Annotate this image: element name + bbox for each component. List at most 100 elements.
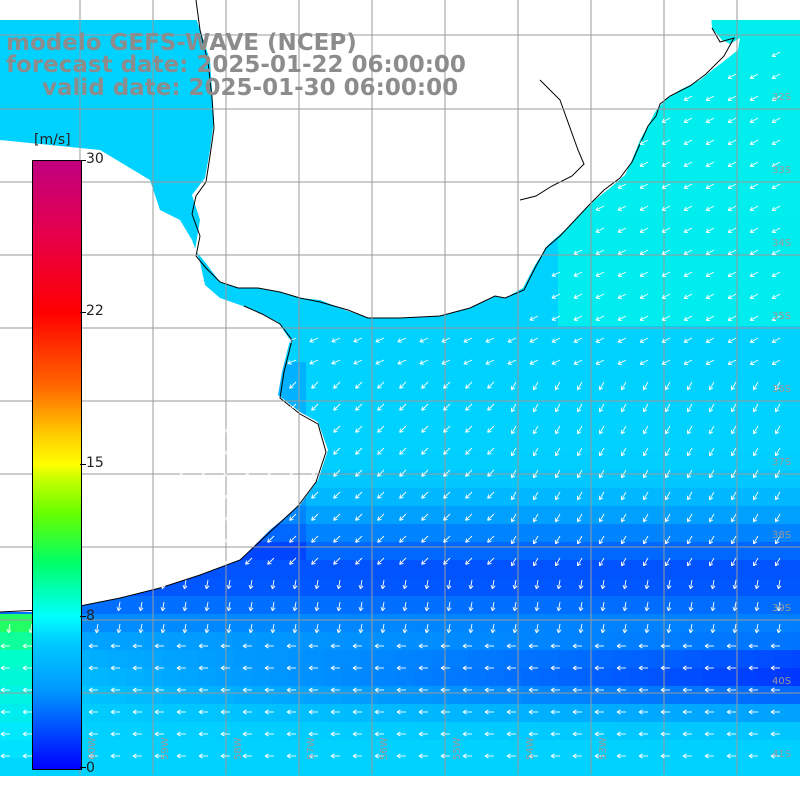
speed-cell <box>612 416 630 434</box>
wind-arrow <box>749 249 759 255</box>
speed-cell <box>432 380 450 398</box>
wind-arrow <box>683 161 693 167</box>
speed-cell <box>576 254 594 272</box>
wind-arrow <box>308 709 318 715</box>
wind-arrow <box>688 579 694 590</box>
speed-cell <box>612 326 630 344</box>
speed-cell <box>756 272 774 290</box>
speed-cell <box>126 614 144 632</box>
speed-cell <box>126 56 144 74</box>
speed-cell <box>198 596 216 614</box>
wind-arrow <box>528 731 538 737</box>
wind-arrow <box>487 491 495 499</box>
speed-cell <box>756 650 774 668</box>
speed-cell <box>612 632 630 650</box>
wind-arrow <box>770 753 780 759</box>
speed-cell <box>450 758 468 776</box>
speed-cell <box>216 704 234 722</box>
speed-cell <box>360 398 378 416</box>
speed-cell <box>432 344 450 362</box>
wind-arrow <box>638 731 648 737</box>
wind-arrow <box>598 447 605 457</box>
speed-cell <box>612 470 630 488</box>
speed-cell <box>522 686 540 704</box>
speed-cell <box>504 668 522 686</box>
speed-cell <box>288 722 306 740</box>
wind-arrow <box>705 271 715 277</box>
wind-arrow <box>421 535 429 543</box>
colorbar <box>32 160 82 770</box>
speed-cell <box>306 488 324 506</box>
wind-arrow <box>682 753 692 759</box>
wind-arrow <box>686 403 693 413</box>
speed-cell <box>612 398 630 416</box>
speed-cell <box>162 92 180 110</box>
speed-cell <box>774 218 792 236</box>
wind-arrow <box>377 491 385 499</box>
speed-cell <box>792 686 800 704</box>
speed-cell <box>648 308 666 326</box>
speed-cell <box>648 470 666 488</box>
speed-cell <box>666 380 684 398</box>
speed-cell <box>252 668 270 686</box>
speed-cell <box>342 560 360 578</box>
speed-cell <box>558 254 576 272</box>
wind-arrow <box>774 557 781 567</box>
speed-cell <box>18 632 36 650</box>
speed-cell <box>486 560 504 578</box>
speed-cell <box>378 722 396 740</box>
speed-cell <box>774 344 792 362</box>
wind-arrow <box>730 425 737 435</box>
wind-arrow <box>487 469 495 477</box>
wind-arrow <box>664 557 671 567</box>
speed-cell <box>612 758 630 776</box>
speed-cell <box>630 236 648 254</box>
speed-cell <box>54 20 72 38</box>
wind-arrow <box>660 753 670 759</box>
wind-arrow <box>572 687 582 693</box>
speed-cell <box>792 362 800 380</box>
wind-arrow <box>157 535 165 543</box>
speed-cell <box>684 290 702 308</box>
speed-cell <box>450 560 468 578</box>
speed-cell <box>720 560 738 578</box>
wind-arrow <box>157 491 165 499</box>
wind-arrow <box>440 753 450 759</box>
wind-arrow <box>223 425 231 433</box>
speed-cell <box>378 506 396 524</box>
speed-cell <box>630 164 648 182</box>
wind-arrow <box>88 643 98 649</box>
speed-cell <box>540 560 558 578</box>
speed-cell <box>684 740 702 758</box>
speed-cell <box>594 704 612 722</box>
speed-cell <box>558 434 576 452</box>
speed-cell <box>594 722 612 740</box>
speed-cell <box>792 434 800 452</box>
speed-cell <box>684 164 702 182</box>
speed-cell <box>306 740 324 758</box>
wind-arrow <box>598 425 605 435</box>
wind-arrow <box>512 623 518 634</box>
speed-cell <box>792 92 800 110</box>
speed-cell <box>792 56 800 74</box>
speed-cell <box>630 272 648 290</box>
speed-cell <box>90 686 108 704</box>
wind-arrow <box>484 687 494 693</box>
speed-cell <box>720 740 738 758</box>
speed-cell <box>648 722 666 740</box>
speed-cell <box>360 488 378 506</box>
speed-cell <box>648 578 666 596</box>
wind-arrow <box>732 623 738 634</box>
wind-arrow <box>705 315 715 321</box>
speed-cell <box>486 596 504 614</box>
speed-cell <box>720 542 738 560</box>
wind-arrow <box>462 709 472 715</box>
speed-cell <box>702 650 720 668</box>
speed-cell <box>630 632 648 650</box>
speed-cell <box>234 704 252 722</box>
wind-arrow <box>506 753 516 759</box>
wind-arrow <box>223 535 231 543</box>
wind-arrow <box>529 315 539 321</box>
speed-cell <box>702 290 720 308</box>
speed-cell <box>324 632 342 650</box>
